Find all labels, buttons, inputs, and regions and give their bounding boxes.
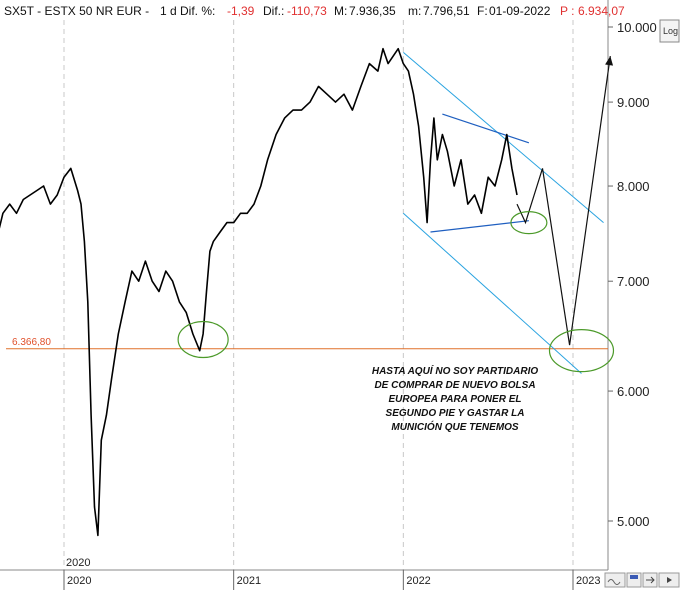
min-label: m:	[408, 4, 421, 18]
x-tick-label: 2023	[576, 575, 600, 587]
bottom-toolbar	[604, 572, 680, 588]
max-label: M:	[334, 4, 347, 18]
annotation-text: HASTA AQUÍ NO SOY PARTIDARIO DE COMPRAR …	[372, 364, 539, 433]
annotation-line-2: DE COMPRAR DE NUEVO BOLSA	[374, 380, 535, 391]
min-value: 7.796,51	[423, 4, 470, 18]
wave-icon-glyph	[607, 579, 621, 585]
date-label: F:	[477, 4, 488, 18]
y-tick-label: 7.000	[617, 274, 650, 289]
symbol-label: SX5T - ESTX 50 NR EUR -	[4, 4, 149, 18]
triangle-upper-line	[442, 113, 530, 144]
projection-path	[516, 56, 611, 346]
reference-line-group: 6.366,80	[6, 337, 608, 350]
ellipse-triangle-base	[510, 210, 548, 235]
y-tick-label: 6.000	[617, 384, 650, 399]
grid	[63, 20, 574, 570]
x-tick-label: 2020	[67, 575, 91, 587]
chart-header: SX5T - ESTX 50 NR EUR - 1 d Dif. %: -1,3…	[4, 4, 625, 18]
projection-arrowhead	[605, 56, 614, 66]
dif-pct-value: -1,39	[227, 4, 255, 18]
reference-line-label: 6.366,80	[12, 337, 51, 348]
scroll-right-icon-glyph	[667, 577, 672, 583]
period-label: 1 d	[160, 4, 177, 18]
fit-icon-glyph	[646, 576, 655, 584]
x-axis-ticks: 2020 2021 2022 2023 2020	[63, 557, 600, 590]
log-scale-button[interactable]: Log	[659, 19, 680, 43]
date-value: 01-09-2022	[489, 4, 551, 18]
x-tick-label: 2022	[406, 575, 430, 587]
price-value: 6.934,07	[578, 4, 625, 18]
dif-pct-label: Dif. %:	[180, 4, 215, 18]
annotation-line-5: MUNICIÓN QUE TENEMOS	[391, 420, 519, 433]
ellipse-support-2020	[177, 320, 229, 359]
channel-lower-line	[402, 212, 582, 374]
dif-value: -110,73	[287, 4, 327, 18]
y-tick-label: 10.000	[617, 20, 657, 35]
y-axis-ticks: 10.000 9.000 8.000 7.000 6.000 5.000	[608, 20, 657, 529]
x-tick-label: 2021	[237, 575, 261, 587]
y-tick-label: 8.000	[617, 179, 650, 194]
triangle-lower-line	[430, 220, 529, 233]
x-top-year-label: 2020	[66, 557, 90, 569]
dif-label: Dif.:	[263, 4, 284, 18]
ellipse-target-zone	[548, 329, 615, 373]
max-value: 7.936,35	[349, 4, 396, 18]
price-label: P :	[560, 4, 574, 18]
price-series-line	[0, 47, 518, 537]
annotation-line-1: HASTA AQUÍ NO SOY PARTIDARIO	[372, 364, 539, 377]
save-icon-glyph	[630, 575, 638, 579]
wave-icon[interactable]	[604, 572, 626, 588]
annotation-line-3: EUROPEA PARA PONER EL	[389, 394, 522, 405]
channel-upper-line	[403, 52, 604, 223]
log-button-label: Log	[663, 26, 678, 36]
y-tick-label: 9.000	[617, 95, 650, 110]
annotation-line-4: SEGUNDO PIE Y GASTAR LA	[386, 408, 525, 419]
y-tick-label: 5.000	[617, 514, 650, 529]
